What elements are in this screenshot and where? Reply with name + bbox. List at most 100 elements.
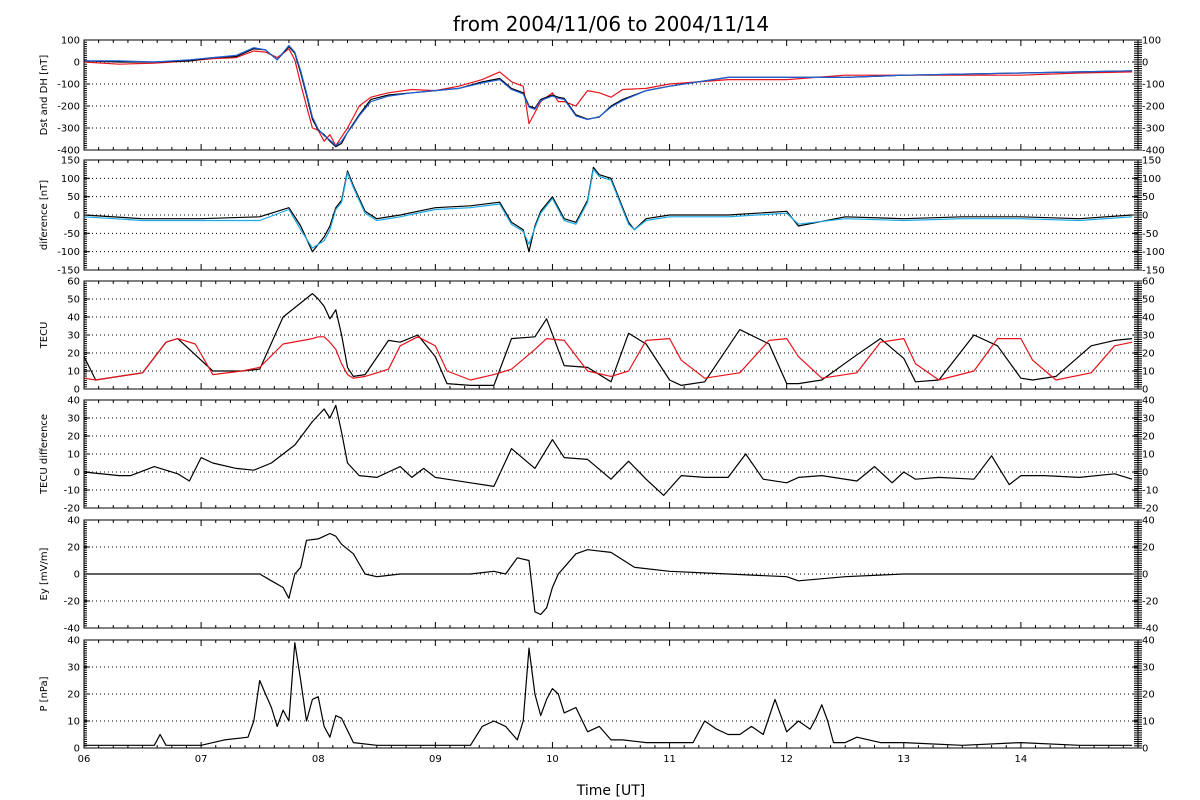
series-line-3: [84, 44, 1133, 147]
y-tick-label-right: 10: [1142, 367, 1155, 378]
y-tick-label-right: 0: [1142, 570, 1148, 581]
y-tick-label: 0: [74, 468, 80, 479]
y-tick-label: 0: [74, 58, 80, 69]
y-tick-label-right: 50: [1142, 192, 1155, 203]
y-tick-label-right: 40: [1142, 636, 1155, 647]
panel-frame: [83, 639, 1139, 749]
series-line-1: [83, 293, 1133, 386]
y-tick-label: 10: [67, 367, 80, 378]
panel-frame: [83, 280, 1139, 390]
y-tick-label-right: 0: [1142, 468, 1148, 479]
y-tick-label-right: -300: [1142, 124, 1165, 135]
series-line-1: [83, 166, 1133, 253]
y-tick-label-right: 40: [1142, 313, 1155, 324]
y-tick-label-right: -10: [1142, 486, 1158, 497]
x-tick-label: 10: [546, 754, 559, 765]
y-tick-label-right: -50: [1142, 229, 1158, 240]
y-tick-label-right: 20: [1142, 432, 1155, 443]
panel-frame: [83, 399, 1139, 509]
y-tick-label: 0: [74, 570, 80, 581]
y-tick-label-right: 40: [1142, 396, 1155, 407]
y-tick-label-right: -150: [1142, 266, 1165, 277]
y-tick-label: 0: [74, 744, 80, 755]
panel-frame: [83, 39, 1139, 151]
x-tick-label: 14: [1015, 754, 1028, 765]
y-tick-label-right: 10: [1142, 717, 1155, 728]
y-tick-label-right: -40: [1142, 624, 1158, 635]
series-line-1: [84, 642, 1133, 746]
y-tick-label: 30: [67, 663, 80, 674]
y-tick-label-right: -100: [1142, 247, 1165, 258]
y-tick-label-right: 0: [1142, 58, 1148, 69]
y-tick-label: -20: [64, 504, 80, 515]
y-tick-label: 20: [67, 690, 80, 701]
x-tick-labels: 06 07 08 09 10 11 12 13 14: [78, 754, 1028, 765]
y-tick-label: -150: [57, 266, 80, 277]
y-tick-label-right: -20: [1142, 597, 1158, 608]
x-tick-label: 09: [429, 754, 442, 765]
y-tick-label-right: 150: [1142, 156, 1161, 167]
figure-title: from 2004/11/06 to 2004/11/14: [453, 12, 769, 36]
y-tick-label: 20: [67, 543, 80, 554]
y-tick-label-right: -200: [1142, 102, 1165, 113]
y-tick-label-right: 50: [1142, 295, 1155, 306]
panel-5: 40 40 20 20 0 0 -20 -20 -40 -40 Ey [mV/m]: [39, 516, 1158, 635]
y-tick-label: 30: [67, 414, 80, 425]
y-tick-label-right: 100: [1142, 174, 1161, 185]
y-tick-label: 40: [67, 636, 80, 647]
y-tick-label: 40: [67, 516, 80, 527]
y-tick-label-right: 30: [1142, 663, 1155, 674]
x-tick-label: 13: [897, 754, 910, 765]
series-line-2: [83, 336, 1133, 381]
y-axis-label: TECU: [39, 322, 50, 350]
y-axis-label: P [nPa]: [39, 676, 50, 711]
panel-1: 100 100 0 0 -100 -100 -200 -200 -300 -300 -400 -400…: [39, 36, 1165, 157]
series-line-1: [84, 532, 1133, 616]
y-tick-label: 0: [74, 211, 80, 222]
y-tick-label: 100: [61, 174, 80, 185]
panel-frame: [83, 519, 1139, 629]
y-tick-label: -100: [57, 247, 80, 258]
y-tick-label-right: -20: [1142, 504, 1158, 515]
y-tick-label-right: 20: [1142, 543, 1155, 554]
y-tick-label: -400: [57, 146, 80, 157]
x-tick-label: 07: [195, 754, 208, 765]
y-tick-label: -20: [64, 597, 80, 608]
y-tick-label-right: -400: [1142, 146, 1165, 157]
y-tick-label: 40: [67, 313, 80, 324]
panel-frame: [83, 159, 1139, 271]
panel-3: 60 60 50 50 40 40 30 30 20 20 10 10 0 0 TECU: [39, 277, 1155, 396]
y-tick-label: 0: [74, 385, 80, 396]
y-tick-label: 50: [67, 295, 80, 306]
y-tick-label: 10: [67, 717, 80, 728]
y-tick-label-right: 40: [1142, 516, 1155, 527]
y-tick-label: 100: [61, 36, 80, 47]
y-axis-label: diference [nT]: [39, 180, 50, 250]
y-tick-label: 50: [67, 192, 80, 203]
y-tick-label-right: 60: [1142, 277, 1155, 288]
y-axis-label: Ey [mV/m]: [39, 547, 50, 600]
series-line-2: [83, 168, 1133, 249]
y-tick-label-right: 30: [1142, 331, 1155, 342]
y-tick-label-right: 0: [1142, 211, 1148, 222]
x-tick-label: 06: [78, 754, 91, 765]
y-tick-label: -300: [57, 124, 80, 135]
y-tick-label: -10: [64, 486, 80, 497]
series-line-1: [83, 404, 1133, 496]
y-tick-label-right: 30: [1142, 414, 1155, 425]
panel-4: 40 40 30 30 20 20 10 10 0 0 -10 -10 -20 -20 TECU diffe…: [39, 396, 1158, 515]
y-tick-label-right: 20: [1142, 349, 1155, 360]
y-tick-label: -40: [64, 624, 80, 635]
y-tick-label: -50: [64, 229, 80, 240]
x-tick-label: 12: [780, 754, 793, 765]
y-tick-label: -100: [57, 80, 80, 91]
y-tick-label: -200: [57, 102, 80, 113]
y-tick-label: 20: [67, 349, 80, 360]
y-tick-label-right: 0: [1142, 744, 1148, 755]
y-tick-label-right: -100: [1142, 80, 1165, 91]
y-tick-label: 20: [67, 432, 80, 443]
y-tick-label-right: 10: [1142, 450, 1155, 461]
y-axis-label: Dst and DH [nT]: [39, 55, 50, 136]
